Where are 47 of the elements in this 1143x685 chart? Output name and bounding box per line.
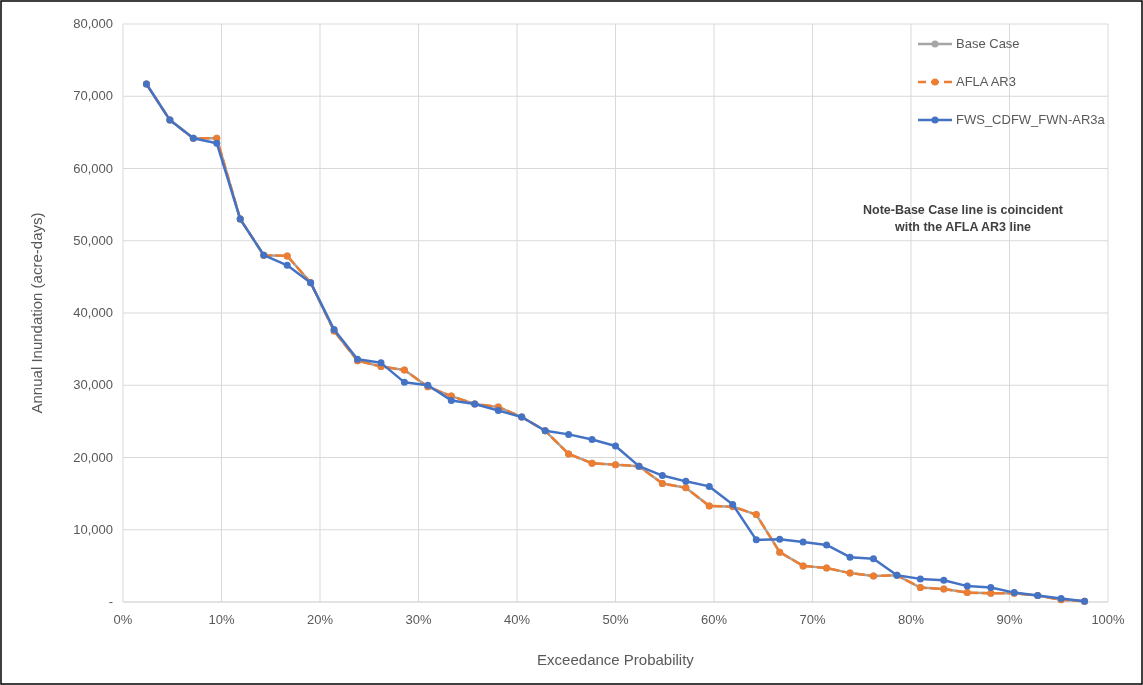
point [283,261,291,269]
x-tick-label: 30% [405,612,432,627]
y-tick-label: 20,000 [73,449,113,465]
point [588,435,596,443]
point [916,575,924,583]
point [213,139,221,147]
point [752,536,760,544]
y-tick-label: 10,000 [73,521,113,537]
legend-label: FWS_CDFW_FWN-AR3a [956,112,1106,127]
legend-label: AFLA AR3 [956,74,1016,89]
x-tick-label: 80% [897,612,925,627]
point [447,396,455,404]
point [799,538,807,546]
point [869,555,877,563]
point [987,584,995,592]
y-tick-label: 80,000 [73,16,113,31]
point [682,477,690,485]
point [940,576,948,584]
x-tick-label: 70% [799,612,826,627]
y-tick-label: 30,000 [73,377,113,393]
point [565,430,573,438]
x-tick-label: 60% [700,612,728,627]
point [612,442,619,450]
point [705,482,713,490]
x-tick-label: 100% [1091,612,1126,627]
point [846,553,854,561]
x-tick-label: 0% [113,612,133,627]
y-axis-title: Annual Inundation (acre-days) [28,212,45,414]
x-tick-label: 10% [208,612,235,627]
point [963,582,971,590]
x-tick-label: 50% [602,612,629,627]
y-tick-label: - [108,594,113,609]
y-tick-label: 60,000 [73,160,113,176]
point [823,541,831,549]
y-tick-label: 50,000 [73,232,113,248]
y-tick-label: 70,000 [73,88,113,104]
y-tick-label: 40,000 [73,305,113,320]
point [400,378,408,386]
point [658,472,666,480]
annotation: Note-Base Case line is coincident with the AFLA AR3 line [862,203,1064,234]
legend-label: Base Case [956,36,1020,51]
point [776,535,784,543]
x-axis-title: Exceedance Probability [537,651,695,668]
x-tick-label: 90% [996,612,1023,627]
x-tick-label: 20% [306,612,334,627]
point [494,407,502,415]
x-tick-label: 40% [503,612,531,627]
